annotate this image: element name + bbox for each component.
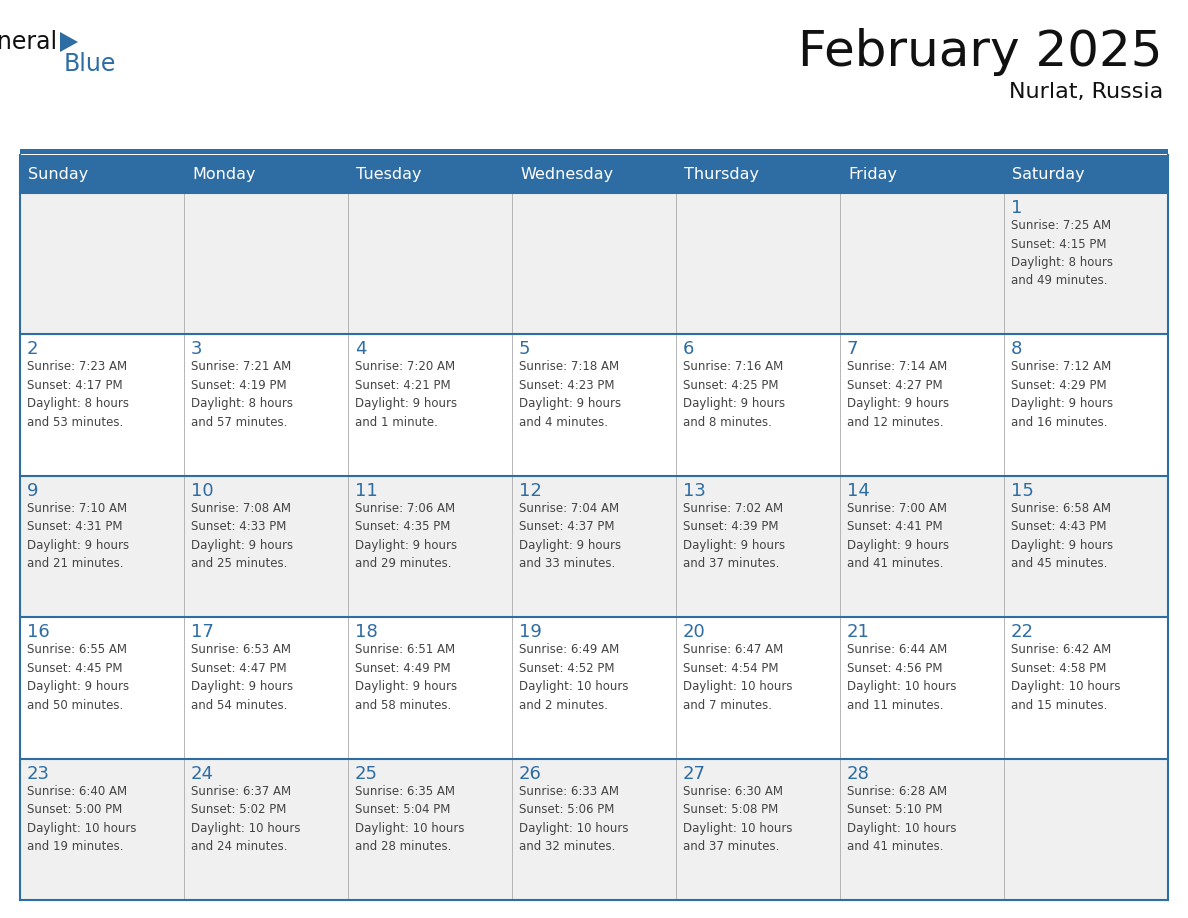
Text: Sunrise: 6:53 AM
Sunset: 4:47 PM
Daylight: 9 hours
and 54 minutes.: Sunrise: 6:53 AM Sunset: 4:47 PM Dayligh… (191, 644, 293, 711)
Text: Sunrise: 6:49 AM
Sunset: 4:52 PM
Daylight: 10 hours
and 2 minutes.: Sunrise: 6:49 AM Sunset: 4:52 PM Dayligh… (519, 644, 628, 711)
Text: Sunrise: 6:51 AM
Sunset: 4:49 PM
Daylight: 9 hours
and 58 minutes.: Sunrise: 6:51 AM Sunset: 4:49 PM Dayligh… (355, 644, 457, 711)
Text: Sunrise: 6:55 AM
Sunset: 4:45 PM
Daylight: 9 hours
and 50 minutes.: Sunrise: 6:55 AM Sunset: 4:45 PM Dayligh… (27, 644, 129, 711)
Text: 24: 24 (191, 765, 214, 783)
Text: Sunrise: 6:28 AM
Sunset: 5:10 PM
Daylight: 10 hours
and 41 minutes.: Sunrise: 6:28 AM Sunset: 5:10 PM Dayligh… (847, 785, 956, 853)
Text: 9: 9 (27, 482, 38, 499)
Bar (20, 617, 1168, 758)
Text: Wednesday: Wednesday (520, 166, 613, 182)
Text: Sunrise: 7:02 AM
Sunset: 4:39 PM
Daylight: 9 hours
and 37 minutes.: Sunrise: 7:02 AM Sunset: 4:39 PM Dayligh… (683, 502, 785, 570)
Bar (20, 476, 1168, 617)
Text: Sunday: Sunday (29, 166, 88, 182)
Text: Sunrise: 7:16 AM
Sunset: 4:25 PM
Daylight: 9 hours
and 8 minutes.: Sunrise: 7:16 AM Sunset: 4:25 PM Dayligh… (683, 361, 785, 429)
Text: Sunrise: 7:14 AM
Sunset: 4:27 PM
Daylight: 9 hours
and 12 minutes.: Sunrise: 7:14 AM Sunset: 4:27 PM Dayligh… (847, 361, 949, 429)
Text: 1: 1 (1011, 199, 1023, 217)
Text: 13: 13 (683, 482, 706, 499)
Text: 17: 17 (191, 623, 214, 641)
Text: Sunrise: 7:08 AM
Sunset: 4:33 PM
Daylight: 9 hours
and 25 minutes.: Sunrise: 7:08 AM Sunset: 4:33 PM Dayligh… (191, 502, 293, 570)
Text: Sunrise: 7:20 AM
Sunset: 4:21 PM
Daylight: 9 hours
and 1 minute.: Sunrise: 7:20 AM Sunset: 4:21 PM Dayligh… (355, 361, 457, 429)
Text: Sunrise: 7:12 AM
Sunset: 4:29 PM
Daylight: 9 hours
and 16 minutes.: Sunrise: 7:12 AM Sunset: 4:29 PM Dayligh… (1011, 361, 1113, 429)
Text: Nurlat, Russia: Nurlat, Russia (1009, 82, 1163, 102)
Text: 28: 28 (847, 765, 870, 783)
Text: Blue: Blue (64, 52, 116, 76)
Bar (20, 334, 1168, 476)
Text: 5: 5 (519, 341, 531, 358)
Text: Saturday: Saturday (1012, 166, 1085, 182)
Bar (20, 155, 1168, 193)
Text: Sunrise: 7:04 AM
Sunset: 4:37 PM
Daylight: 9 hours
and 33 minutes.: Sunrise: 7:04 AM Sunset: 4:37 PM Dayligh… (519, 502, 621, 570)
Text: 27: 27 (683, 765, 706, 783)
Text: Sunrise: 6:35 AM
Sunset: 5:04 PM
Daylight: 10 hours
and 28 minutes.: Sunrise: 6:35 AM Sunset: 5:04 PM Dayligh… (355, 785, 465, 853)
Text: Monday: Monday (192, 166, 255, 182)
Text: Sunrise: 6:33 AM
Sunset: 5:06 PM
Daylight: 10 hours
and 32 minutes.: Sunrise: 6:33 AM Sunset: 5:06 PM Dayligh… (519, 785, 628, 853)
Text: 21: 21 (847, 623, 870, 641)
Text: Sunrise: 6:42 AM
Sunset: 4:58 PM
Daylight: 10 hours
and 15 minutes.: Sunrise: 6:42 AM Sunset: 4:58 PM Dayligh… (1011, 644, 1120, 711)
Text: 22: 22 (1011, 623, 1034, 641)
Text: Sunrise: 7:21 AM
Sunset: 4:19 PM
Daylight: 8 hours
and 57 minutes.: Sunrise: 7:21 AM Sunset: 4:19 PM Dayligh… (191, 361, 293, 429)
Text: Thursday: Thursday (684, 166, 759, 182)
Text: Sunrise: 7:23 AM
Sunset: 4:17 PM
Daylight: 8 hours
and 53 minutes.: Sunrise: 7:23 AM Sunset: 4:17 PM Dayligh… (27, 361, 129, 429)
Text: Sunrise: 6:44 AM
Sunset: 4:56 PM
Daylight: 10 hours
and 11 minutes.: Sunrise: 6:44 AM Sunset: 4:56 PM Dayligh… (847, 644, 956, 711)
Text: Sunrise: 7:18 AM
Sunset: 4:23 PM
Daylight: 9 hours
and 4 minutes.: Sunrise: 7:18 AM Sunset: 4:23 PM Dayligh… (519, 361, 621, 429)
Polygon shape (61, 32, 78, 52)
Text: 12: 12 (519, 482, 542, 499)
Text: 16: 16 (27, 623, 50, 641)
Text: 2: 2 (27, 341, 38, 358)
Text: 25: 25 (355, 765, 378, 783)
Text: 6: 6 (683, 341, 694, 358)
Text: 3: 3 (191, 341, 202, 358)
Text: Sunrise: 6:37 AM
Sunset: 5:02 PM
Daylight: 10 hours
and 24 minutes.: Sunrise: 6:37 AM Sunset: 5:02 PM Dayligh… (191, 785, 301, 853)
Text: Tuesday: Tuesday (356, 166, 422, 182)
Text: 20: 20 (683, 623, 706, 641)
Text: Sunrise: 6:47 AM
Sunset: 4:54 PM
Daylight: 10 hours
and 7 minutes.: Sunrise: 6:47 AM Sunset: 4:54 PM Dayligh… (683, 644, 792, 711)
Text: Sunrise: 6:40 AM
Sunset: 5:00 PM
Daylight: 10 hours
and 19 minutes.: Sunrise: 6:40 AM Sunset: 5:00 PM Dayligh… (27, 785, 137, 853)
Text: Sunrise: 7:10 AM
Sunset: 4:31 PM
Daylight: 9 hours
and 21 minutes.: Sunrise: 7:10 AM Sunset: 4:31 PM Dayligh… (27, 502, 129, 570)
Text: 7: 7 (847, 341, 859, 358)
Bar (20, 193, 1168, 334)
Text: Sunrise: 6:58 AM
Sunset: 4:43 PM
Daylight: 9 hours
and 45 minutes.: Sunrise: 6:58 AM Sunset: 4:43 PM Dayligh… (1011, 502, 1113, 570)
Text: 19: 19 (519, 623, 542, 641)
Text: Sunrise: 6:30 AM
Sunset: 5:08 PM
Daylight: 10 hours
and 37 minutes.: Sunrise: 6:30 AM Sunset: 5:08 PM Dayligh… (683, 785, 792, 853)
Text: 8: 8 (1011, 341, 1023, 358)
Text: 23: 23 (27, 765, 50, 783)
Text: 18: 18 (355, 623, 378, 641)
Text: General: General (0, 30, 58, 54)
Text: 11: 11 (355, 482, 378, 499)
Bar (20, 758, 1168, 900)
Text: 14: 14 (847, 482, 870, 499)
Text: February 2025: February 2025 (798, 28, 1163, 76)
Text: Sunrise: 7:00 AM
Sunset: 4:41 PM
Daylight: 9 hours
and 41 minutes.: Sunrise: 7:00 AM Sunset: 4:41 PM Dayligh… (847, 502, 949, 570)
Text: Friday: Friday (848, 166, 897, 182)
Text: Sunrise: 7:06 AM
Sunset: 4:35 PM
Daylight: 9 hours
and 29 minutes.: Sunrise: 7:06 AM Sunset: 4:35 PM Dayligh… (355, 502, 457, 570)
Text: 15: 15 (1011, 482, 1034, 499)
Text: 10: 10 (191, 482, 214, 499)
Bar (20, 149, 1168, 154)
Text: Sunrise: 7:25 AM
Sunset: 4:15 PM
Daylight: 8 hours
and 49 minutes.: Sunrise: 7:25 AM Sunset: 4:15 PM Dayligh… (1011, 219, 1113, 287)
Text: 4: 4 (355, 341, 367, 358)
Text: 26: 26 (519, 765, 542, 783)
